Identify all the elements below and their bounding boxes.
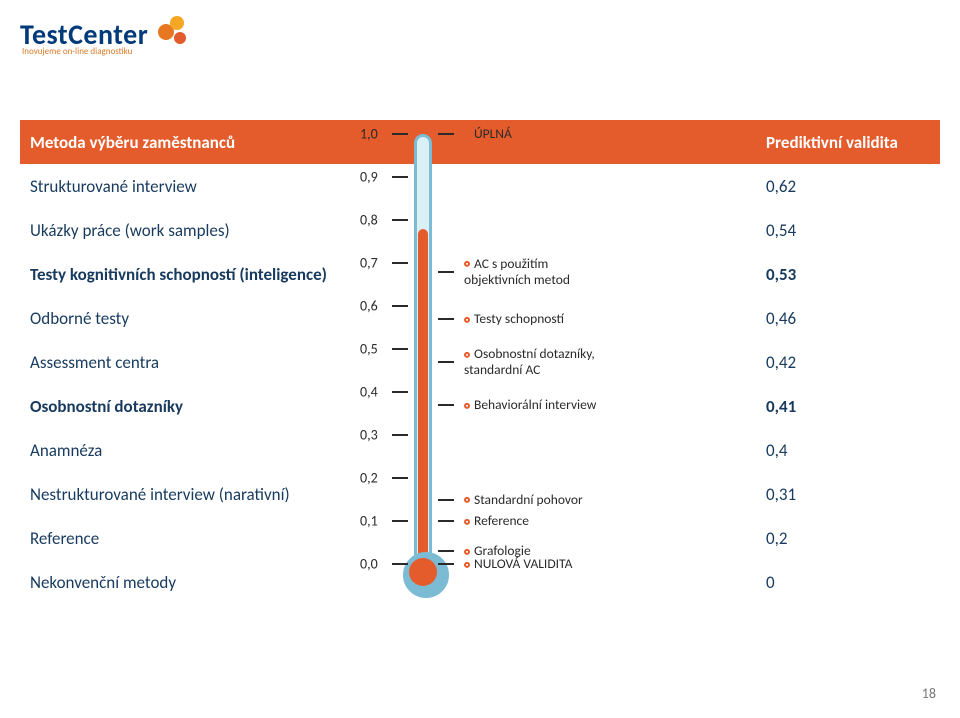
table-row: Anamnéza 0,4 <box>20 428 940 472</box>
row-mid-spacer <box>356 560 756 604</box>
row-label: Testy kognitivních schopností (inteligen… <box>20 254 356 295</box>
table-row: Reference 0,2 <box>20 516 940 560</box>
row-label: Ukázky práce (work samples) <box>20 210 356 251</box>
row-mid-spacer <box>356 516 756 560</box>
row-value: 0,54 <box>756 210 940 251</box>
header-mid-spacer <box>356 120 756 164</box>
row-mid-spacer <box>356 208 756 252</box>
row-label: Osobnostní dotazníky <box>20 386 356 427</box>
row-mid-spacer <box>356 296 756 340</box>
methods-table: Metoda výběru zaměstnanců Prediktivní va… <box>20 120 940 604</box>
table-row: Strukturované interview 0,62 <box>20 164 940 208</box>
logo-mark-icon <box>152 14 192 54</box>
table-row: Ukázky práce (work samples) 0,54 <box>20 208 940 252</box>
table-row: Osobnostní dotazníky 0,41 <box>20 384 940 428</box>
table-row: Nestrukturované interview (narativní) 0,3… <box>20 472 940 516</box>
row-label: Nestrukturované interview (narativní) <box>20 474 356 515</box>
table-row: Odborné testy 0,46 <box>20 296 940 340</box>
row-label: Odborné testy <box>20 298 356 339</box>
table-header-row: Metoda výběru zaměstnanců Prediktivní va… <box>20 120 940 164</box>
row-value: 0,31 <box>756 474 940 515</box>
row-label: Anamnéza <box>20 430 356 471</box>
row-value: 0,2 <box>756 518 940 559</box>
row-value: 0,46 <box>756 298 940 339</box>
header-label: Metoda výběru zaměstnanců <box>20 122 356 163</box>
row-value: 0,41 <box>756 386 940 427</box>
row-mid-spacer <box>356 252 756 296</box>
row-value: 0 <box>756 562 940 603</box>
table-row: Assessment centra 0,42 <box>20 340 940 384</box>
table-row: Testy kognitivních schopností (inteligen… <box>20 252 940 296</box>
row-label: Assessment centra <box>20 342 356 383</box>
page: Test Center Inovujeme on-line diagnostik… <box>0 0 960 718</box>
row-label: Reference <box>20 518 356 559</box>
row-mid-spacer <box>356 384 756 428</box>
header-value: Prediktivní validita <box>756 122 940 163</box>
row-mid-spacer <box>356 340 756 384</box>
row-value: 0,4 <box>756 430 940 471</box>
row-label: Nekonvenční metody <box>20 562 356 603</box>
page-number: 18 <box>922 685 936 702</box>
row-value: 0,53 <box>756 254 940 295</box>
logo-subtitle: Inovujeme on-line diagnostiku <box>22 46 132 57</box>
row-mid-spacer <box>356 428 756 472</box>
table-row: Nekonvenční metody 0 <box>20 560 940 604</box>
row-value: 0,42 <box>756 342 940 383</box>
row-label: Strukturované interview <box>20 166 356 207</box>
row-mid-spacer <box>356 472 756 516</box>
row-value: 0,62 <box>756 166 940 207</box>
row-mid-spacer <box>356 164 756 208</box>
